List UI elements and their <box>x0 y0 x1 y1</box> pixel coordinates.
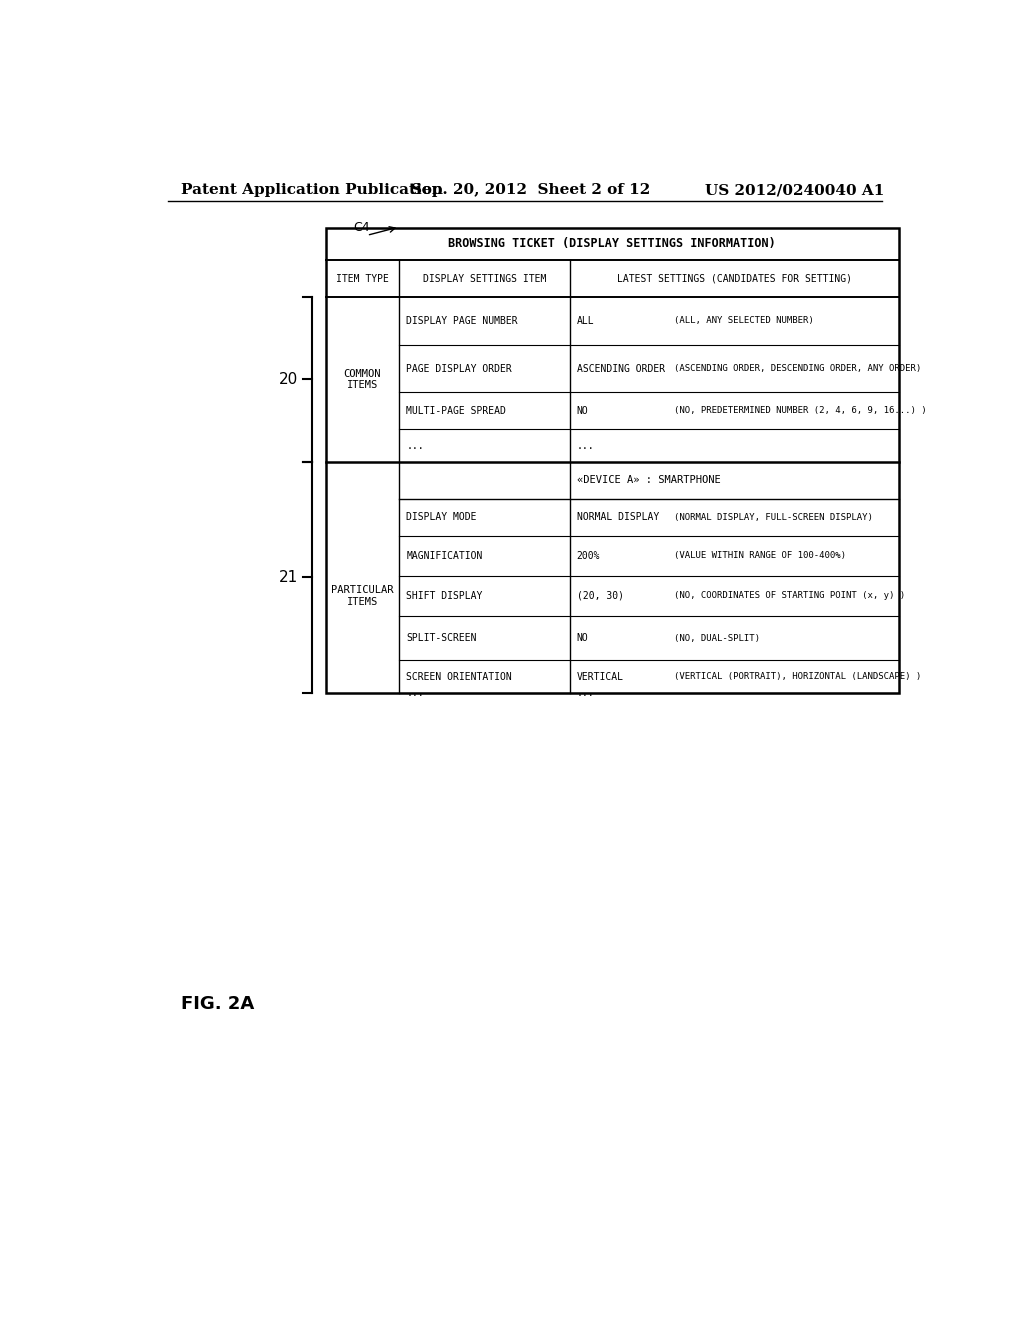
Text: PARTICULAR
ITEMS: PARTICULAR ITEMS <box>331 585 393 607</box>
Text: (NO, PREDETERMINED NUMBER (2, 4, 6, 9, 16...) ): (NO, PREDETERMINED NUMBER (2, 4, 6, 9, 1… <box>675 407 927 416</box>
Text: MAGNIFICATION: MAGNIFICATION <box>407 550 482 561</box>
Text: COMMON
ITEMS: COMMON ITEMS <box>344 368 381 391</box>
Text: Patent Application Publication: Patent Application Publication <box>180 183 442 197</box>
Text: 21: 21 <box>279 570 298 585</box>
Text: 20: 20 <box>279 372 298 387</box>
Text: C4: C4 <box>352 220 370 234</box>
Bar <box>326 227 899 693</box>
Text: DISPLAY SETTINGS ITEM: DISPLAY SETTINGS ITEM <box>423 273 546 284</box>
Text: NO: NO <box>577 407 589 416</box>
Text: ITEM TYPE: ITEM TYPE <box>336 273 389 284</box>
Text: «DEVICE A» : SMARTPHONE: «DEVICE A» : SMARTPHONE <box>578 475 721 486</box>
Text: NO: NO <box>577 634 589 643</box>
Text: (ALL, ANY SELECTED NUMBER): (ALL, ANY SELECTED NUMBER) <box>675 317 814 325</box>
Text: BROWSING TICKET (DISPLAY SETTINGS INFORMATION): BROWSING TICKET (DISPLAY SETTINGS INFORM… <box>449 238 776 251</box>
Text: (VERTICAL (PORTRAIT), HORIZONTAL (LANDSCAPE) ): (VERTICAL (PORTRAIT), HORIZONTAL (LANDSC… <box>675 672 922 681</box>
Text: FIG. 2A: FIG. 2A <box>180 995 254 1014</box>
Text: 200%: 200% <box>577 550 600 561</box>
Text: SPLIT-SCREEN: SPLIT-SCREEN <box>407 634 477 643</box>
Text: NORMAL DISPLAY: NORMAL DISPLAY <box>577 512 659 523</box>
Text: (NO, COORDINATES OF STARTING POINT (x, y) ): (NO, COORDINATES OF STARTING POINT (x, y… <box>675 591 905 601</box>
Text: (20, 30): (20, 30) <box>577 591 624 601</box>
Text: US 2012/0240040 A1: US 2012/0240040 A1 <box>706 183 885 197</box>
Text: ...: ... <box>577 441 594 450</box>
Text: VERTICAL: VERTICAL <box>577 672 624 681</box>
Text: (ASCENDING ORDER, DESCENDING ORDER, ANY ORDER): (ASCENDING ORDER, DESCENDING ORDER, ANY … <box>675 364 922 374</box>
Text: SHIFT DISPLAY: SHIFT DISPLAY <box>407 591 482 601</box>
Text: LATEST SETTINGS (CANDIDATES FOR SETTING): LATEST SETTINGS (CANDIDATES FOR SETTING) <box>616 273 852 284</box>
Text: ASCENDING ORDER: ASCENDING ORDER <box>577 363 665 374</box>
Text: MULTI-PAGE SPREAD: MULTI-PAGE SPREAD <box>407 407 506 416</box>
Text: (NORMAL DISPLAY, FULL-SCREEN DISPLAY): (NORMAL DISPLAY, FULL-SCREEN DISPLAY) <box>675 512 873 521</box>
Text: ...: ... <box>407 441 424 450</box>
Text: SCREEN ORIENTATION: SCREEN ORIENTATION <box>407 672 512 681</box>
Text: (NO, DUAL-SPLIT): (NO, DUAL-SPLIT) <box>675 634 761 643</box>
Text: PAGE DISPLAY ORDER: PAGE DISPLAY ORDER <box>407 363 512 374</box>
Text: ...: ... <box>577 688 594 698</box>
Text: Sep. 20, 2012  Sheet 2 of 12: Sep. 20, 2012 Sheet 2 of 12 <box>411 183 650 197</box>
Text: DISPLAY MODE: DISPLAY MODE <box>407 512 477 523</box>
Text: DISPLAY PAGE NUMBER: DISPLAY PAGE NUMBER <box>407 315 518 326</box>
Text: ALL: ALL <box>577 315 594 326</box>
Text: (VALUE WITHIN RANGE OF 100-400%): (VALUE WITHIN RANGE OF 100-400%) <box>675 552 847 560</box>
Text: ...: ... <box>407 688 424 698</box>
